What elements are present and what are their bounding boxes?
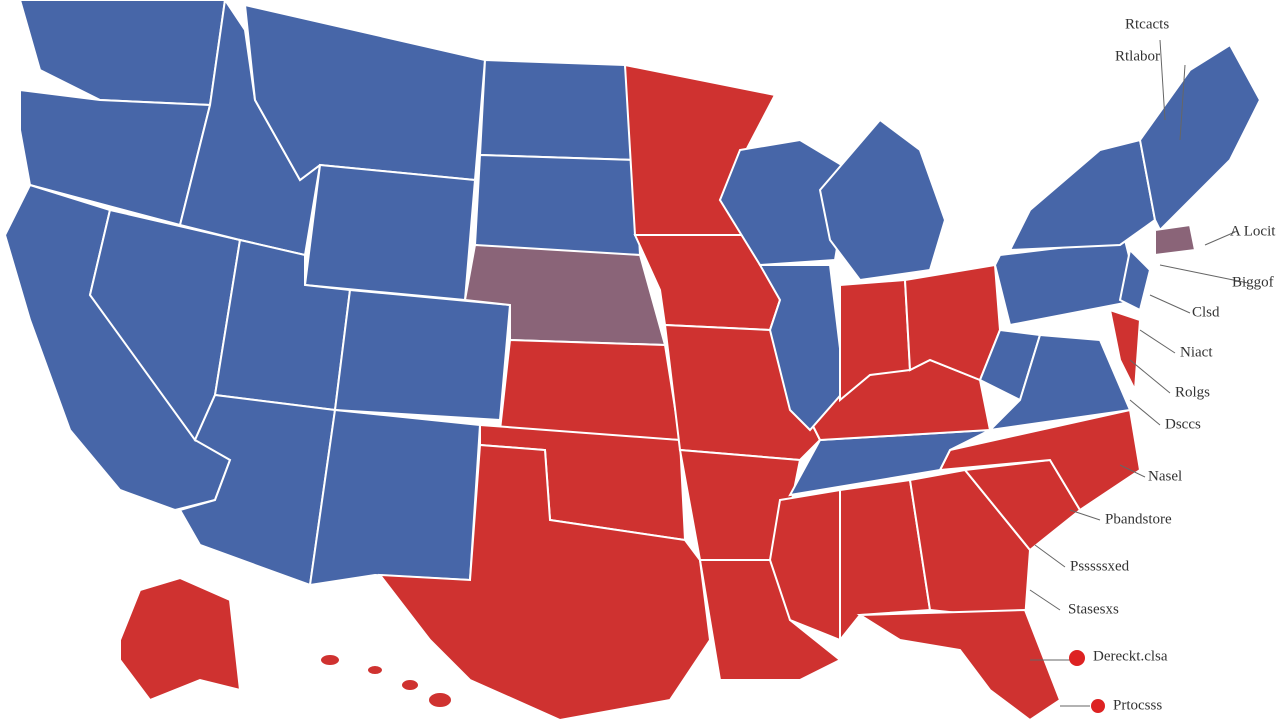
- map-label: A Locit: [1230, 223, 1276, 239]
- state: [498, 338, 682, 442]
- map-label: Prtocsss: [1113, 697, 1162, 713]
- map-label: Rtlabor: [1115, 48, 1160, 64]
- state: [308, 408, 482, 587]
- state: [1138, 43, 1262, 232]
- leader-line: [1129, 359, 1171, 394]
- state: [1008, 138, 1157, 252]
- map-label: Biggof: [1232, 274, 1274, 290]
- hawaii: [427, 691, 453, 709]
- map-label: Dsccs: [1165, 416, 1201, 432]
- leader-line: [1204, 231, 1236, 246]
- state: [178, 0, 322, 257]
- state: [1118, 247, 1152, 312]
- state: [758, 264, 847, 432]
- state: [303, 163, 477, 302]
- state: [377, 443, 712, 720]
- map-label: Dereckt.clsa: [1093, 648, 1168, 664]
- marker-dot: [1091, 699, 1105, 713]
- state: [818, 118, 947, 282]
- map-label: Pbandstore: [1105, 511, 1172, 527]
- leader-line: [1129, 399, 1161, 426]
- states: [3, 0, 1262, 720]
- state: [839, 478, 932, 643]
- map-label: Stasesxs: [1068, 601, 1119, 617]
- map-label: Clsd: [1192, 304, 1220, 320]
- leader-line: [1159, 39, 1166, 121]
- state: [768, 488, 841, 642]
- hawaii: [366, 664, 384, 676]
- state: [908, 468, 1032, 622]
- leader-line: [1069, 509, 1101, 521]
- leader-line: [1139, 329, 1176, 354]
- leader-line: [1159, 264, 1249, 284]
- labels: Rtcacts Rtlabor A Locit Biggof Clsd Niac…: [1068, 16, 1276, 713]
- state: [473, 153, 642, 257]
- state: [333, 288, 512, 422]
- state: [1154, 223, 1197, 257]
- leader-line: [1029, 589, 1061, 611]
- state: [478, 58, 637, 162]
- marker-dot: [1069, 650, 1085, 666]
- map-label: Rtcacts: [1125, 16, 1169, 32]
- leader-line: [1149, 294, 1191, 314]
- map-label: Niact: [1180, 344, 1213, 360]
- leader-line: [1179, 64, 1186, 141]
- state: [18, 0, 227, 107]
- state: [856, 608, 1062, 720]
- state: [839, 278, 912, 403]
- map-label: Psssssxed: [1070, 558, 1130, 574]
- state: [987, 333, 1132, 432]
- leader-line: [1119, 464, 1146, 478]
- map-label: Rolgs: [1175, 384, 1210, 400]
- hawaii: [319, 653, 341, 667]
- map-label: Nasel: [1148, 468, 1182, 484]
- alaska: [119, 576, 242, 702]
- hawaii: [400, 678, 420, 692]
- leader-line: [1034, 544, 1066, 568]
- state: [903, 263, 1002, 382]
- leader-lines: [1029, 39, 1249, 713]
- state: [1108, 308, 1142, 394]
